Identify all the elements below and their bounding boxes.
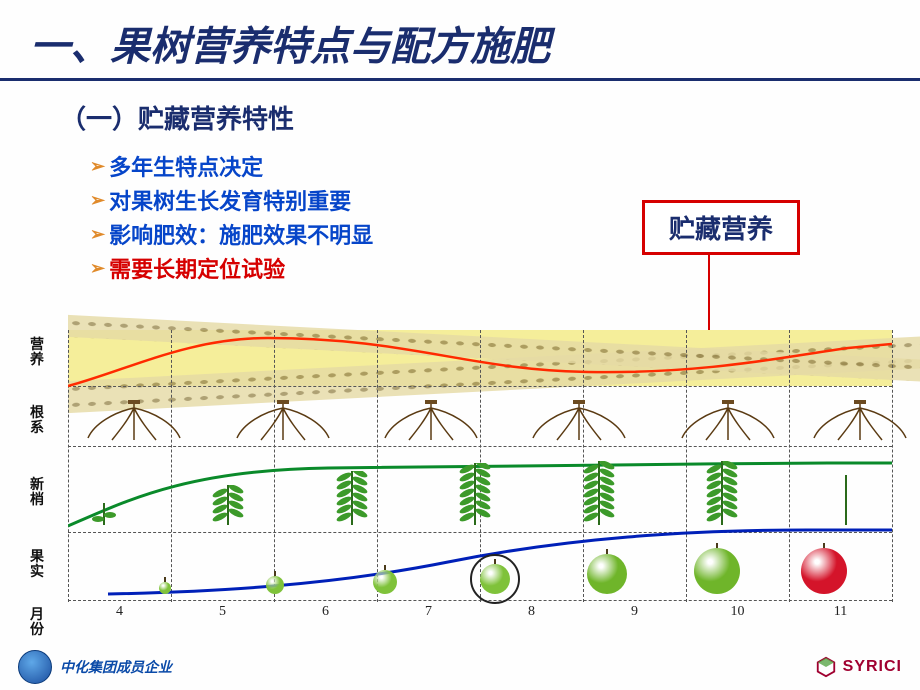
plants-row — [68, 460, 892, 530]
row-label-4: 月 份 — [20, 608, 54, 639]
bullet-arrow-icon: ➢ — [90, 224, 105, 245]
fruit-1 — [266, 576, 284, 594]
footer: 中化集团成员企业 SYRICI — [0, 650, 920, 684]
plant-2 — [332, 471, 372, 530]
bullet-text: 影响肥效：施肥效果不明显 — [109, 218, 373, 250]
root-3 — [529, 400, 629, 444]
syrici-logo-icon — [815, 656, 837, 678]
root-4 — [678, 400, 778, 444]
plant-5 — [702, 461, 742, 530]
fruit-3 — [480, 564, 510, 594]
month-7: 7 — [425, 604, 432, 620]
footer-brand: SYRICI — [843, 658, 902, 676]
month-8: 8 — [528, 604, 535, 620]
bullet-0: ➢多年生特点决定 — [90, 150, 920, 182]
sinochem-logo-icon — [18, 650, 52, 684]
bullet-3: ➢需要长期定位试验 — [90, 252, 920, 284]
fruit-stem — [494, 559, 496, 564]
fruit-5 — [694, 548, 740, 594]
hline — [68, 446, 892, 447]
bullet-text: 对果树生长发育特别重要 — [109, 184, 351, 216]
plant-4 — [579, 461, 619, 530]
footer-org: 中化集团成员企业 — [60, 657, 172, 677]
month-6: 6 — [322, 604, 329, 620]
vline — [892, 330, 893, 602]
footer-right: SYRICI — [815, 656, 902, 678]
row-label-2: 新 梢 — [20, 478, 54, 509]
bullet-arrow-icon: ➢ — [90, 190, 105, 211]
fruit-4 — [587, 554, 627, 594]
fruit-stem — [823, 543, 825, 548]
root-2 — [381, 400, 481, 444]
bullet-text: 需要长期定位试验 — [109, 252, 285, 284]
bullet-arrow-icon: ➢ — [90, 156, 105, 177]
month-5: 5 — [219, 604, 226, 620]
root-1 — [233, 400, 333, 444]
footer-left: 中化集团成员企业 — [18, 650, 172, 684]
root-5 — [810, 400, 910, 444]
month-9: 9 — [631, 604, 638, 620]
bullet-arrow-icon: ➢ — [90, 258, 105, 279]
roots-row — [68, 400, 892, 446]
row-label-0: 营 养 — [20, 338, 54, 369]
plant-1 — [208, 485, 248, 530]
plant-0 — [84, 503, 124, 530]
root-0 — [84, 400, 184, 444]
fruit-2 — [373, 570, 397, 594]
hline — [68, 532, 892, 533]
plant-6 — [826, 475, 866, 530]
page-title: 一、果树营养特点与配方施肥 — [0, 0, 920, 81]
fruits-row — [68, 542, 892, 598]
month-4: 4 — [116, 604, 123, 620]
hline — [68, 386, 892, 387]
month-11: 11 — [834, 604, 847, 620]
fruit-stem — [606, 549, 608, 554]
row-label-3: 果 实 — [20, 550, 54, 581]
month-10: 10 — [731, 604, 745, 620]
callout-box: 贮藏营养 — [642, 200, 800, 255]
fruit-stem — [716, 543, 718, 548]
hline — [68, 600, 892, 601]
plant-3 — [455, 463, 495, 530]
fruit-stem — [274, 571, 276, 576]
fruit-stem — [164, 577, 166, 582]
fruit-stem — [384, 565, 386, 570]
row-label-1: 根 系 — [20, 406, 54, 437]
section-subtitle: （一）贮藏营养特性 — [0, 81, 920, 144]
fruit-0 — [159, 582, 171, 594]
phenology-chart: 营 养根 系新 梢果 实月 份 4 5 6 7 8 9 10 11 — [20, 330, 900, 640]
fruit-6 — [801, 548, 847, 594]
bullet-text: 多年生特点决定 — [109, 150, 263, 182]
